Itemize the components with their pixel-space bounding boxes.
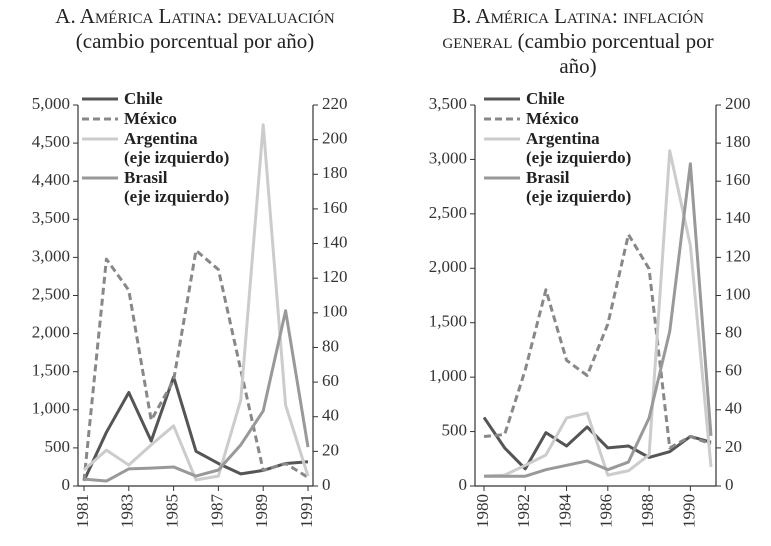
y-tick-label: 0: [459, 475, 468, 494]
x-tick-label: 1980: [473, 494, 492, 528]
series-line: [82, 375, 309, 482]
legend-label: Brasil (eje izquierdo): [526, 168, 632, 206]
chart-title: A. América Latina: devaluación (cambio p…: [45, 4, 345, 54]
y2-tick-label: 160: [725, 170, 751, 189]
legend-label: Argentina (eje izquierdo): [124, 129, 230, 167]
legend-label: Chile: [124, 89, 163, 108]
x-tick-label: 1990: [679, 494, 698, 528]
legend-item: Chile: [80, 89, 229, 108]
y2-tick-label: 40: [725, 399, 742, 418]
y2-tick-label: 20: [322, 440, 339, 459]
y2-tick-label: 120: [725, 246, 751, 265]
x-tick-label: 1981: [73, 494, 92, 528]
legend-item: Argentina (eje izquierdo): [482, 129, 631, 167]
title-main: A. América Latina: devaluación: [55, 4, 335, 28]
x-tick-label: 1991: [297, 494, 316, 528]
series-line: [82, 248, 309, 481]
series-line: [83, 123, 310, 482]
y2-tick-label: 40: [322, 406, 339, 425]
y2-tick-label: 140: [725, 208, 751, 227]
legend-item: Argentina (eje izquierdo): [80, 129, 229, 167]
x-tick-label: 1985: [163, 494, 182, 528]
y-tick-label: 3,500: [32, 208, 70, 227]
legend-item: México: [482, 109, 631, 128]
legend-swatch: [484, 117, 520, 121]
legend-swatch: [82, 97, 118, 101]
y2-tick-label: 0: [725, 475, 734, 494]
y-tick-label: 2,000: [32, 323, 70, 342]
y2-tick-label: 200: [322, 129, 348, 148]
legend-label: Argentina (eje izquierdo): [526, 129, 632, 167]
legend-swatch: [82, 137, 118, 141]
legend-item: Chile: [482, 89, 631, 108]
y2-tick-label: 200: [725, 94, 751, 113]
y2-tick-label: 220: [322, 94, 348, 113]
y2-tick-label: 20: [725, 437, 742, 456]
y2-tick-label: 0: [322, 475, 331, 494]
y-tick-label: 1,000: [32, 399, 70, 418]
y2-tick-label: 100: [725, 284, 751, 303]
y-tick-label: 1,500: [32, 361, 70, 380]
y-tick-label: 1,000: [429, 366, 467, 385]
subtitle: (cambio porcentual por año): [517, 29, 714, 78]
y2-tick-label: 60: [322, 371, 339, 390]
legend-label: Brasil (eje izquierdo): [124, 168, 230, 206]
y2-tick-label: 160: [322, 198, 348, 217]
y2-tick-label: 80: [725, 323, 742, 342]
x-tick-label: 1988: [638, 494, 657, 528]
legend-swatch: [82, 117, 118, 121]
y-tick-label: 4,400: [32, 170, 70, 189]
legend-item: Brasil (eje izquierdo): [80, 168, 229, 206]
y-tick-label: 3,500: [429, 94, 467, 113]
subtitle: (cambio porcentual por año): [75, 29, 315, 53]
legend-label: Chile: [526, 89, 565, 108]
legend: Chile México Argentina (eje izquierdo) Bras…: [80, 89, 229, 207]
series-line: [483, 233, 712, 450]
y-tick-label: 3,000: [429, 148, 467, 167]
y2-tick-label: 60: [725, 361, 742, 380]
legend-item: México: [80, 109, 229, 128]
legend-swatch: [484, 176, 520, 180]
y-tick-label: 2,500: [429, 203, 467, 222]
y2-tick-label: 180: [725, 132, 751, 151]
y2-tick-label: 100: [322, 302, 348, 321]
y-tick-label: 2,500: [32, 284, 70, 303]
y2-tick-label: 80: [322, 336, 339, 355]
legend-label: México: [526, 109, 579, 128]
x-tick-label: 1989: [252, 494, 271, 528]
chart-title: B. América Latina: inflación general (ca…: [428, 4, 728, 79]
series-line: [483, 149, 713, 478]
legend-swatch: [484, 137, 520, 141]
legend-item: Brasil (eje izquierdo): [482, 168, 631, 206]
y-tick-label: 4,500: [32, 132, 70, 151]
series-line: [484, 162, 713, 478]
y2-tick-label: 120: [322, 267, 348, 286]
x-tick-label: 1984: [555, 494, 574, 529]
x-tick-label: 1983: [118, 494, 137, 528]
y2-tick-label: 140: [322, 232, 348, 251]
legend-swatch: [82, 176, 118, 180]
y2-tick-label: 180: [322, 163, 348, 182]
x-tick-label: 1986: [597, 494, 616, 528]
y-tick-label: 2,000: [429, 257, 467, 276]
legend-swatch: [484, 97, 520, 101]
title-main: B. América Latina: inflación general: [442, 4, 704, 53]
x-tick-label: 1987: [207, 494, 226, 529]
y-tick-label: 3,000: [32, 246, 70, 265]
y-tick-label: 0: [62, 475, 71, 494]
y-tick-label: 500: [45, 437, 71, 456]
y-tick-label: 5,000: [32, 94, 70, 113]
legend-label: México: [124, 109, 177, 128]
y-tick-label: 500: [442, 420, 468, 439]
x-tick-label: 1982: [514, 494, 533, 528]
legend: Chile México Argentina (eje izquierdo) Bras…: [482, 89, 631, 207]
series-line: [83, 309, 310, 483]
y-tick-label: 1,500: [429, 312, 467, 331]
